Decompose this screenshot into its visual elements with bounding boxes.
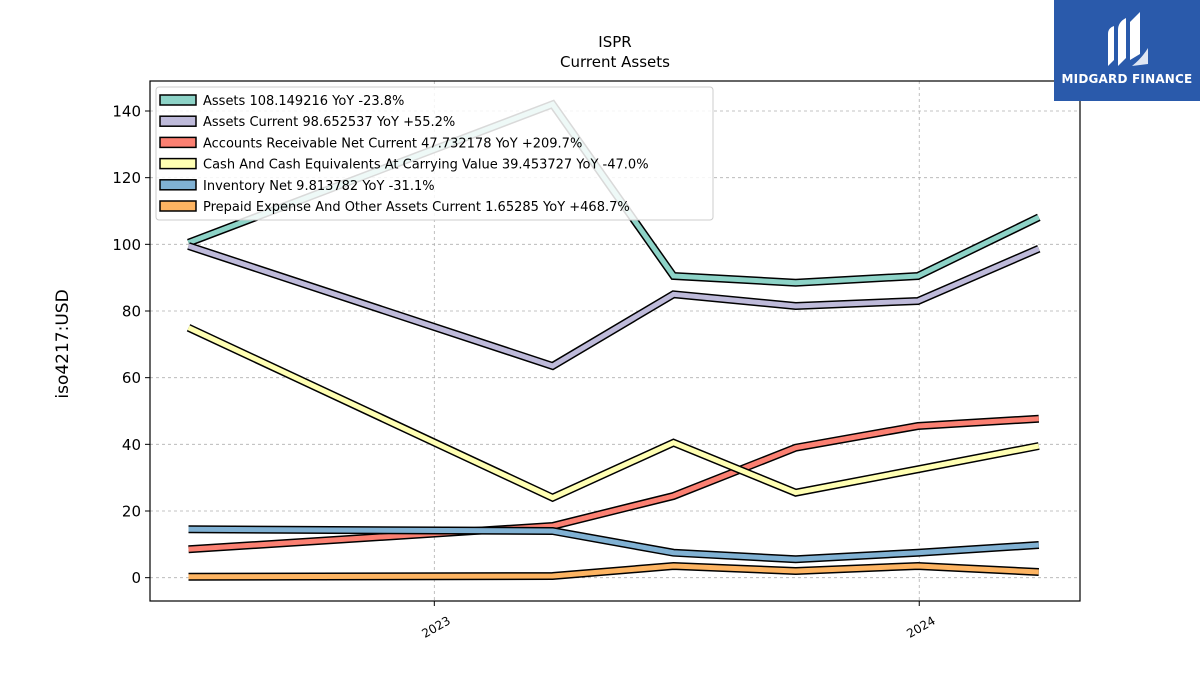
- chart-subtitle: Current Assets: [560, 53, 670, 71]
- series-line: [187, 325, 1040, 501]
- legend-item: Accounts Receivable Net Current 47.73217…: [159, 136, 582, 151]
- y-tick-label: 20: [122, 503, 141, 521]
- legend-item: Assets Current 98.652537 YoY +55.2%: [159, 115, 455, 130]
- y-tick-label: 120: [112, 169, 141, 187]
- legend-item: Assets 108.149216 YoY -23.8%: [159, 94, 404, 109]
- legend-box: [155, 86, 714, 221]
- legend-label: Assets Current 98.652537 YoY +55.2%: [203, 115, 455, 130]
- legend-item: Cash And Cash Equivalents At Carrying Va…: [159, 157, 649, 173]
- x-tick-label: 2023: [419, 613, 452, 640]
- legend: Assets 108.149216 YoY -23.8% Assets Curre…: [155, 86, 714, 221]
- legend-label: Accounts Receivable Net Current 47.73217…: [203, 136, 582, 151]
- legend-label: Assets 108.149216 YoY -23.8%: [203, 94, 404, 109]
- y-tick-label: 100: [112, 236, 141, 254]
- series-4: [186, 324, 1040, 503]
- series-line: [188, 563, 1039, 580]
- series-line-outline: [187, 242, 1041, 371]
- plot-frame: [149, 80, 1081, 602]
- legend-swatch: [159, 136, 197, 149]
- legend-swatch: [159, 94, 197, 106]
- legend-label: Prepaid Expense And Other Assets Current…: [203, 200, 630, 215]
- series-line: [187, 243, 1040, 369]
- y-tick-label: 60: [122, 369, 141, 387]
- y-tick-label: 140: [112, 103, 141, 121]
- midgard-logo-icon: [1108, 12, 1148, 66]
- brand-logo: MIDGARD FINANCE: [1054, 0, 1200, 101]
- legend-swatch: [159, 115, 197, 127]
- legend-label: Inventory Net 9.813782 YoY -31.1%: [203, 179, 435, 194]
- legend-swatch: [159, 179, 197, 191]
- series-2: [187, 242, 1041, 371]
- legend-item: Inventory Net 9.813782 YoY -31.1%: [159, 179, 435, 194]
- legend-label: Cash And Cash Equivalents At Carrying Va…: [203, 158, 649, 173]
- series-6: [188, 561, 1039, 581]
- series-line: [188, 526, 1039, 562]
- y-tick-label: 80: [122, 303, 141, 321]
- y-axis-label: iso4217:USD: [53, 289, 73, 398]
- chart-title: ISPR: [598, 33, 631, 51]
- legend-item: Prepaid Expense And Other Assets Current…: [159, 200, 630, 215]
- series-lines: [186, 99, 1041, 581]
- brand-name: MIDGARD FINANCE: [1061, 72, 1193, 86]
- legend-swatch: [159, 200, 197, 212]
- y-tick-label: 40: [122, 436, 141, 454]
- series-5: [188, 525, 1040, 564]
- y-tick-label: 0: [131, 569, 141, 587]
- legend-swatch: [159, 157, 197, 170]
- x-tick-label: 2024: [904, 613, 937, 640]
